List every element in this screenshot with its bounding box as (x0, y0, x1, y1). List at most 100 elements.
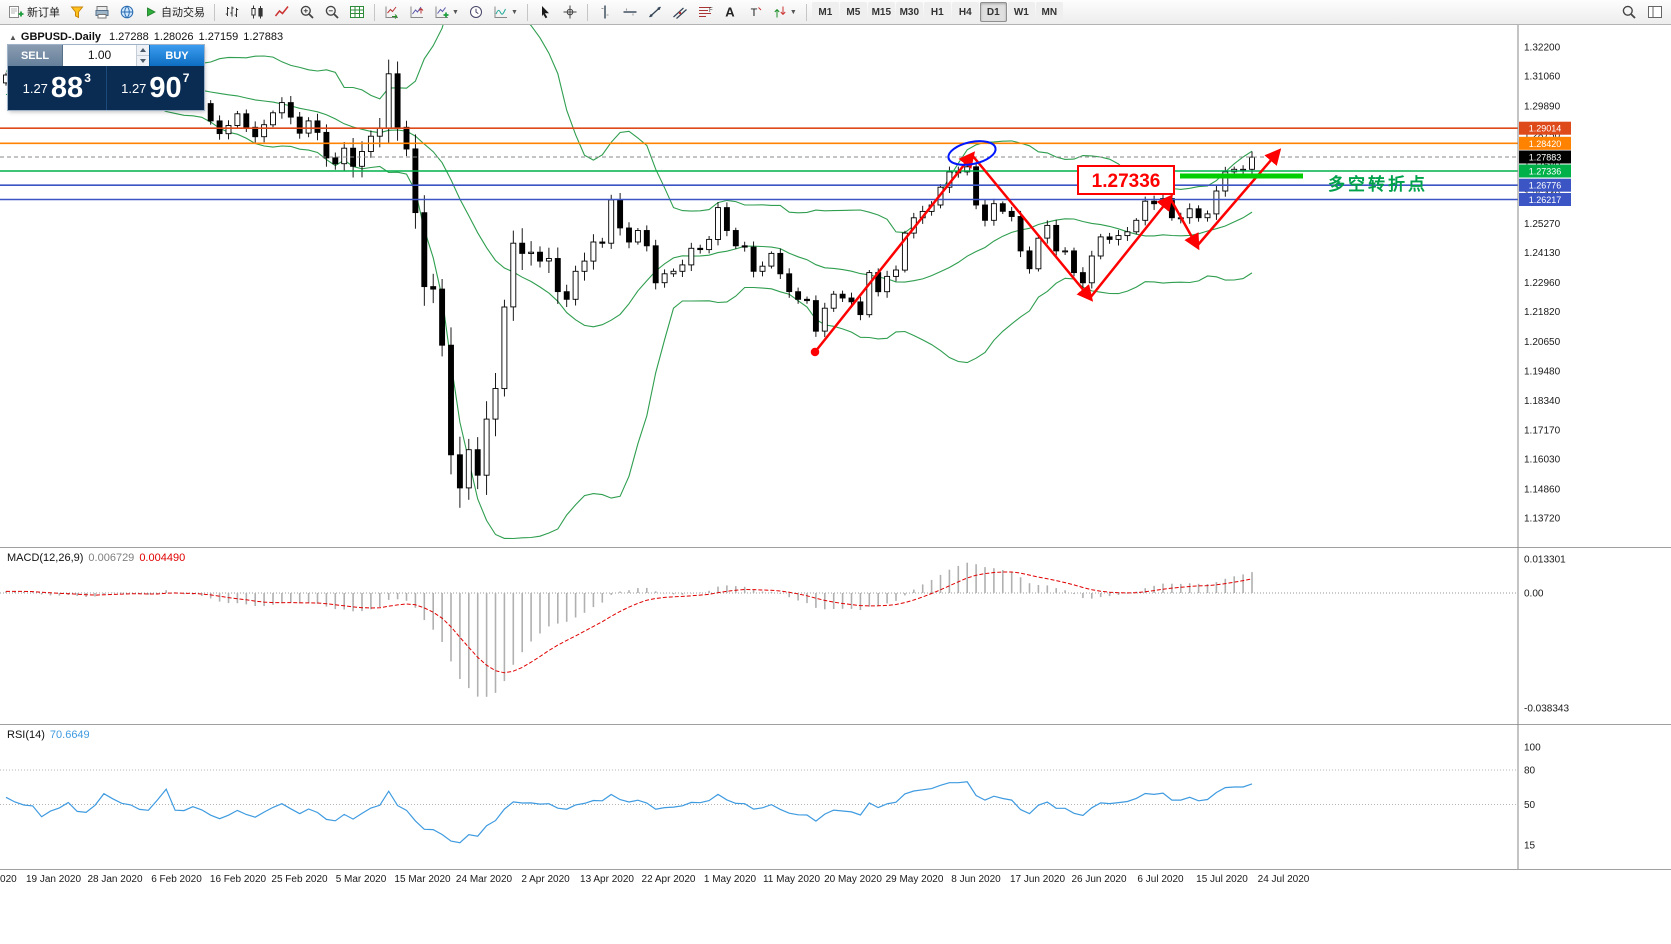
timeframe-h1[interactable]: H1 (923, 2, 951, 22)
community-button[interactable] (115, 2, 139, 23)
toolbar-separator (214, 3, 215, 21)
dropdown-caret: ▼ (452, 8, 459, 16)
rsi-value: 70.6649 (49, 729, 90, 741)
price-axis[interactable]: 1.322001.310601.298901.287501.275801.264… (1524, 43, 1561, 525)
svg-text:80: 80 (1524, 766, 1536, 777)
new-order-button[interactable]: 新订单 (4, 2, 64, 23)
data-window-button[interactable] (1643, 2, 1667, 23)
fibonacci-button[interactable]: F (693, 2, 717, 23)
search-button[interactable] (1617, 2, 1641, 23)
svg-text:1.20650: 1.20650 (1524, 337, 1561, 348)
horizontal-level-lines[interactable] (0, 127, 1518, 201)
peak-ellipse[interactable] (946, 137, 998, 168)
trendline-button[interactable] (643, 2, 667, 23)
buy-price-display[interactable]: 1.27 90 7 (107, 66, 205, 110)
buy-price-big: 90 (149, 71, 182, 104)
ohlc-open: 1.27288 (109, 31, 149, 43)
sell-price-display[interactable]: 1.27 88 3 (8, 66, 107, 110)
arrows-icon (772, 4, 788, 20)
text-button[interactable]: A (718, 2, 742, 23)
svg-text:50: 50 (1524, 800, 1536, 811)
svg-text:1.26776: 1.26776 (1529, 181, 1562, 191)
candle-chart-button[interactable] (245, 2, 269, 23)
chart-canvas[interactable]: 1.322001.310601.298901.287501.275801.264… (0, 25, 1671, 944)
rsi-axis[interactable]: 100 80 50 15 (1524, 743, 1541, 852)
pane-separators[interactable] (0, 547, 1671, 870)
deposit-button[interactable] (65, 2, 89, 23)
price-callout[interactable]: 1.27336 (1077, 165, 1175, 195)
new-chart-icon (434, 4, 450, 20)
zoom-out-icon (324, 4, 340, 20)
lot-increase-button[interactable] (137, 45, 149, 56)
trend-arrows[interactable] (810, 148, 1282, 357)
templates-button[interactable]: ▼ (489, 2, 522, 23)
svg-text:1.24130: 1.24130 (1524, 248, 1561, 259)
zoom-in-button[interactable] (295, 2, 319, 23)
buy-price-pip: 7 (182, 71, 190, 85)
zoom-out-button[interactable] (320, 2, 344, 23)
svg-text:20 May 2020: 20 May 2020 (824, 874, 882, 885)
zoom-in-icon (299, 4, 315, 20)
line-chart-icon (274, 4, 290, 20)
rsi-line (5, 781, 1253, 844)
deposit-icon (69, 4, 85, 20)
svg-text:100: 100 (1524, 743, 1541, 754)
grid-button[interactable] (345, 2, 369, 23)
lot-size-field[interactable]: 1.00 (63, 45, 149, 66)
cursor-icon (537, 4, 553, 20)
lot-size-value[interactable]: 1.00 (87, 48, 112, 62)
buy-button[interactable]: BUY (149, 45, 204, 66)
channel-icon (672, 4, 688, 20)
timeframe-mn[interactable]: MN (1035, 2, 1063, 22)
time-axis[interactable]: 9 Jan 2020 19 Jan 2020 28 Jan 2020 6 Feb 20… (0, 874, 1310, 885)
timeframe-m1[interactable]: M1 (811, 2, 839, 22)
lot-decrease-button[interactable] (137, 56, 149, 66)
svg-text:1.26217: 1.26217 (1529, 195, 1562, 205)
ohlc-low: 1.27159 (198, 31, 239, 43)
channel-button[interactable] (668, 2, 692, 23)
clock-icon (468, 4, 484, 20)
timeframe-d1[interactable]: D1 (979, 2, 1007, 22)
timeframe-m15[interactable]: M15 (867, 2, 895, 22)
line-chart-button[interactable] (270, 2, 294, 23)
autotrading-button[interactable]: 自动交易 (140, 2, 209, 23)
svg-text:2 Apr 2020: 2 Apr 2020 (521, 874, 570, 885)
svg-text:0.013301: 0.013301 (1524, 555, 1566, 566)
vertical-line-button[interactable] (593, 2, 617, 23)
svg-text:1.29890: 1.29890 (1524, 101, 1561, 112)
svg-text:0.00: 0.00 (1524, 589, 1544, 600)
auto-scroll-button[interactable] (380, 2, 404, 23)
cursor-button[interactable] (533, 2, 557, 23)
timeframe-w1[interactable]: W1 (1007, 2, 1035, 22)
sell-price-big: 88 (50, 71, 84, 104)
svg-text:A: A (725, 5, 735, 20)
svg-text:29 May 2020: 29 May 2020 (886, 874, 944, 885)
print-button[interactable] (90, 2, 114, 23)
period-button[interactable] (464, 2, 488, 23)
sell-button[interactable]: SELL (8, 45, 63, 66)
chart-shift-button[interactable] (405, 2, 429, 23)
label-button[interactable]: T (743, 2, 767, 23)
svg-text:1.19480: 1.19480 (1524, 367, 1561, 378)
timeframe-h4[interactable]: H4 (951, 2, 979, 22)
horizontal-line-icon (622, 4, 638, 20)
new-chart-button[interactable]: ▼ (430, 2, 463, 23)
symbol-name: GBPUSD-.Daily (20, 31, 101, 43)
timeframe-m30[interactable]: M30 (895, 2, 923, 22)
svg-text:5 Mar 2020: 5 Mar 2020 (336, 874, 387, 885)
search-icon (1621, 4, 1637, 20)
svg-text:1.27336: 1.27336 (1092, 171, 1161, 192)
timeframe-m5[interactable]: M5 (839, 2, 867, 22)
svg-text:F: F (709, 8, 713, 14)
ohlc-high: 1.28026 (153, 31, 194, 43)
svg-text:1.14860: 1.14860 (1524, 484, 1561, 495)
arrows-button[interactable]: ▼ (768, 2, 801, 23)
horizontal-line-button[interactable] (618, 2, 642, 23)
svg-text:8 Jun 2020: 8 Jun 2020 (951, 874, 1001, 885)
macd-axis[interactable]: 0.013301 0.00 -0.038343 (1524, 555, 1569, 715)
chart-shift-icon (409, 4, 425, 20)
bar-chart-button[interactable] (220, 2, 244, 23)
svg-text:1.21820: 1.21820 (1524, 307, 1561, 318)
crosshair-button[interactable] (558, 2, 582, 23)
svg-text:17 Jun 2020: 17 Jun 2020 (1010, 874, 1065, 885)
